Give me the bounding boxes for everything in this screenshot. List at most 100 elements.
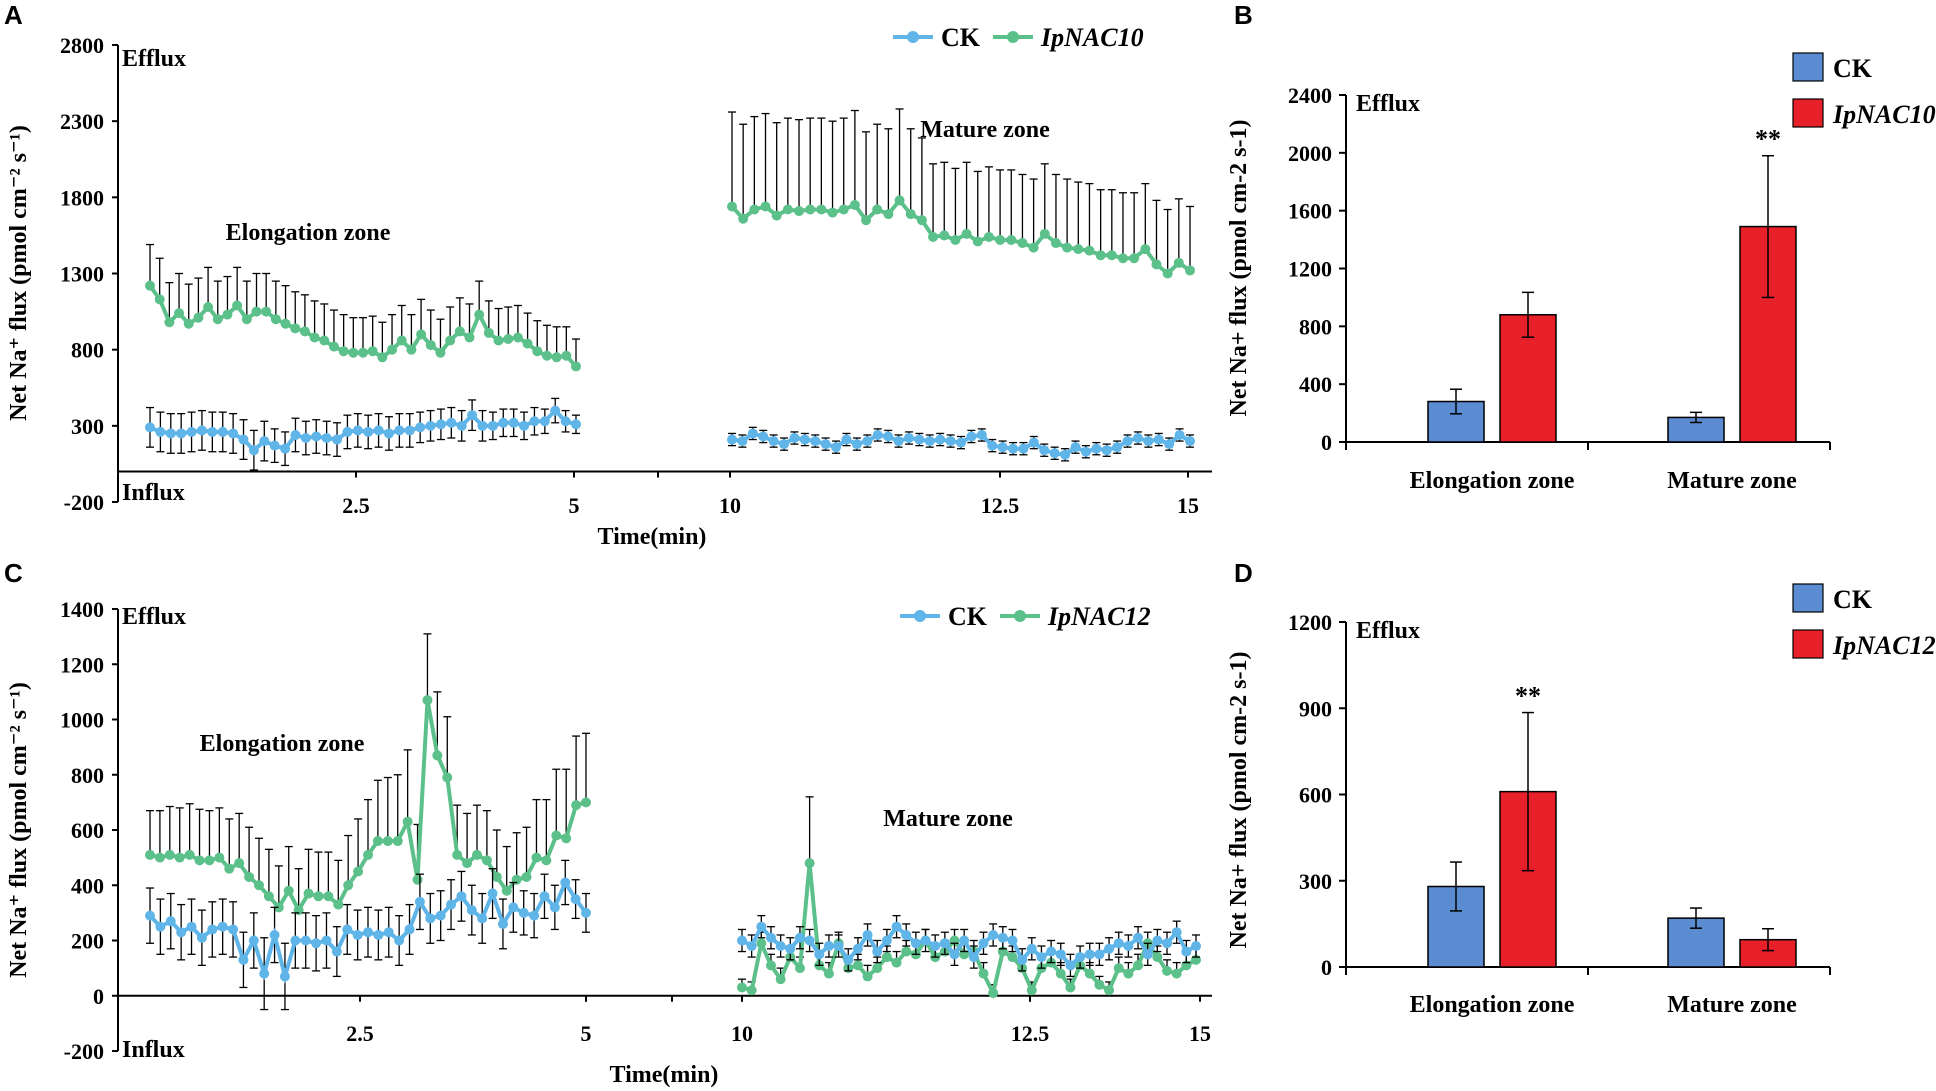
y-tick-label: 200: [71, 929, 104, 954]
data-point-ipnac10: [251, 306, 262, 317]
data-point-ipnac12: [382, 836, 393, 847]
error-bar: [146, 243, 154, 286]
data-point-ck: [775, 941, 786, 952]
data-point-ipnac10: [193, 312, 204, 323]
data-point-ck: [425, 913, 436, 924]
panel-label-d: D: [1234, 558, 1253, 588]
error-bar: [378, 321, 387, 358]
data-point-ck: [1017, 954, 1028, 965]
data-point-ipnac12: [891, 957, 902, 968]
legend-marker-ck: [914, 610, 926, 622]
zone-label-mature: Mature zone: [920, 117, 1050, 143]
data-point-ck: [1046, 946, 1057, 957]
data-point-ck: [259, 968, 270, 979]
data-point-ipnac12: [145, 849, 155, 860]
error-bar: [1051, 173, 1060, 244]
data-point-ck: [238, 434, 249, 445]
error-bar: [1163, 208, 1172, 274]
error-bar: [562, 768, 571, 839]
data-point-ck: [1153, 434, 1164, 445]
data-point-ipnac10: [232, 300, 243, 311]
data-point-ck: [550, 405, 561, 416]
error-bar: [951, 167, 960, 240]
data-point-ck: [901, 929, 912, 940]
data-point-ipnac10: [1140, 244, 1151, 255]
data-point-ck: [508, 902, 519, 913]
significance-marker: **: [1515, 682, 1541, 711]
data-point-ipnac10: [1050, 238, 1061, 249]
data-point-ck: [1084, 949, 1095, 960]
data-point-ipnac10: [939, 230, 950, 241]
data-point-ck: [1142, 949, 1153, 960]
data-point-ipnac12: [472, 849, 482, 860]
data-point-ck: [851, 439, 862, 450]
data-point-ck: [997, 442, 1008, 453]
data-point-ipnac12: [432, 750, 443, 761]
error-bar: [155, 257, 164, 300]
data-point-ck: [831, 442, 842, 453]
data-point-ipnac10: [816, 204, 827, 215]
data-point-ipnac10: [561, 350, 572, 361]
data-point-ipnac12: [372, 836, 383, 847]
error-bar: [772, 122, 781, 216]
data-point-ck: [872, 429, 883, 440]
y-tick-label: 1400: [60, 597, 104, 622]
data-point-ck: [910, 938, 921, 949]
data-point-ck: [1104, 943, 1115, 954]
data-point-ipnac12: [164, 849, 175, 860]
error-bar: [225, 818, 234, 869]
error-bar: [194, 277, 203, 318]
data-point-ck: [248, 445, 259, 456]
error-bar: [373, 779, 382, 842]
error-bar: [213, 280, 222, 320]
x-tick-label: 2.5: [342, 493, 370, 518]
data-point-ipnac10: [174, 308, 185, 319]
error-bar: [1690, 411, 1702, 424]
x-tick-label: 5: [569, 493, 580, 518]
data-point-ck: [560, 877, 571, 888]
data-point-ck: [1152, 935, 1163, 946]
error-bar: [984, 166, 993, 237]
error-bar: [334, 859, 343, 905]
data-point-ck: [1091, 443, 1102, 454]
data-point-ck: [1055, 949, 1066, 960]
category-label: Mature zone: [1667, 468, 1797, 494]
error-bar: [884, 128, 893, 215]
data-point-ipnac12: [551, 830, 562, 841]
error-bar: [294, 868, 303, 911]
data-point-ipnac10: [749, 204, 760, 215]
data-point-ck: [456, 891, 467, 902]
data-point-ipnac12: [872, 963, 883, 974]
data-point-ck: [383, 927, 394, 938]
data-point-ck: [1101, 445, 1112, 456]
data-point-ck: [820, 439, 831, 450]
data-point-ck: [1132, 433, 1143, 444]
error-bar: [465, 303, 474, 338]
x-axis-label: Time(min): [610, 1062, 719, 1088]
x-tick-label: 10: [731, 1021, 753, 1046]
error-bar: [1040, 163, 1049, 234]
data-point-ipnac10: [827, 207, 838, 218]
data-point-ck: [914, 434, 925, 445]
data-point-ipnac12: [254, 880, 264, 891]
data-point-ipnac10: [1129, 253, 1140, 264]
data-point-ipnac10: [883, 209, 894, 220]
data-point-ipnac10: [1151, 259, 1162, 270]
y-tick-label: 1000: [60, 708, 104, 733]
data-point-ipnac10: [1028, 242, 1039, 253]
error-bar: [310, 300, 319, 338]
data-point-ck: [862, 436, 873, 447]
error-bar: [223, 275, 232, 315]
data-point-ck: [176, 428, 187, 439]
influx-label: Influx: [122, 480, 185, 506]
data-point-ipnac12: [501, 885, 512, 896]
error-bar: [314, 851, 323, 897]
category-label: Mature zone: [1667, 992, 1797, 1018]
data-point-ck: [217, 921, 228, 932]
data-point-ck: [893, 436, 904, 447]
y-tick-label: 2000: [1288, 141, 1332, 166]
panel-d: D 0 300 600 900 1200 Elongation zone ** Mature …: [1226, 558, 1936, 1018]
error-bar: [475, 280, 484, 315]
error-bar: [252, 272, 261, 312]
data-point-ck: [968, 952, 979, 963]
